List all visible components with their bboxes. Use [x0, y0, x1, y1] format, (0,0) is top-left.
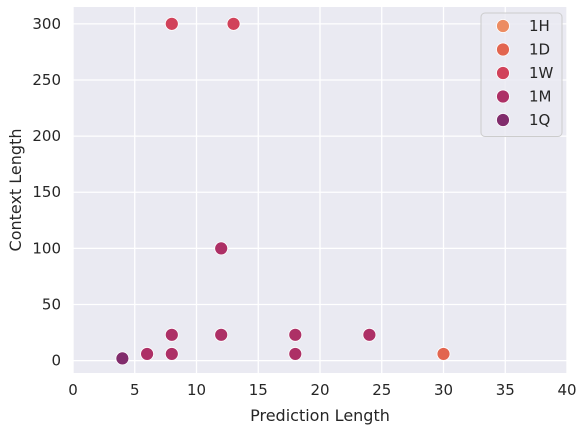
y-tick-label: 250 [32, 71, 61, 89]
legend: 1H 1D 1W 1M 1Q [480, 12, 563, 137]
data-point-1M [362, 327, 377, 342]
x-tick-label: 40 [557, 381, 576, 399]
y-tick-label: 300 [32, 15, 61, 33]
legend-label-1M: 1M [529, 88, 552, 106]
legend-marker-1M [496, 89, 510, 104]
y-tick-label: 0 [51, 352, 61, 370]
x-axis-label: Prediction Length [250, 406, 390, 425]
legend-label-1H: 1H [529, 17, 550, 35]
legend-marker-1W [496, 66, 510, 80]
x-tick-label: 5 [130, 381, 140, 399]
data-point-1Q [115, 351, 130, 366]
legend-label-1Q: 1Q [529, 111, 550, 129]
y-tick-label: 150 [32, 183, 61, 201]
data-point-1M [214, 327, 229, 342]
x-tick-label: 20 [310, 381, 329, 399]
x-tick-label: 30 [434, 381, 453, 399]
data-point-1W [226, 16, 241, 31]
legend-marker-1D [496, 42, 510, 57]
data-point-1M [164, 327, 179, 342]
y-tick-label: 200 [32, 127, 61, 145]
data-point-1M [288, 327, 303, 342]
legend-marker-1Q [496, 113, 510, 127]
data-point-1M [140, 347, 155, 361]
x-tick-labels: 0 5 10 15 20 25 30 35 40 [68, 381, 576, 399]
x-tick-label: 0 [68, 381, 78, 399]
x-tick-label: 25 [372, 381, 391, 399]
y-tick-labels: 0 50 100 150 200 250 300 [32, 15, 61, 370]
legend-label-1D: 1D [529, 41, 550, 59]
y-tick-label: 50 [42, 296, 61, 314]
data-point-1M [214, 241, 229, 256]
data-point-1W [164, 16, 179, 31]
legend-marker-1H [496, 19, 510, 33]
data-points [115, 16, 451, 366]
legend-label-1W: 1W [529, 64, 554, 82]
y-tick-label: 100 [32, 239, 61, 257]
y-axis-label: Context Length [6, 129, 25, 252]
x-tick-label: 35 [496, 381, 515, 399]
data-point-1M [164, 347, 179, 361]
data-point-1D [436, 347, 451, 361]
x-tick-label: 15 [249, 381, 268, 399]
data-point-1M [288, 347, 303, 361]
x-tick-label: 10 [187, 381, 206, 399]
